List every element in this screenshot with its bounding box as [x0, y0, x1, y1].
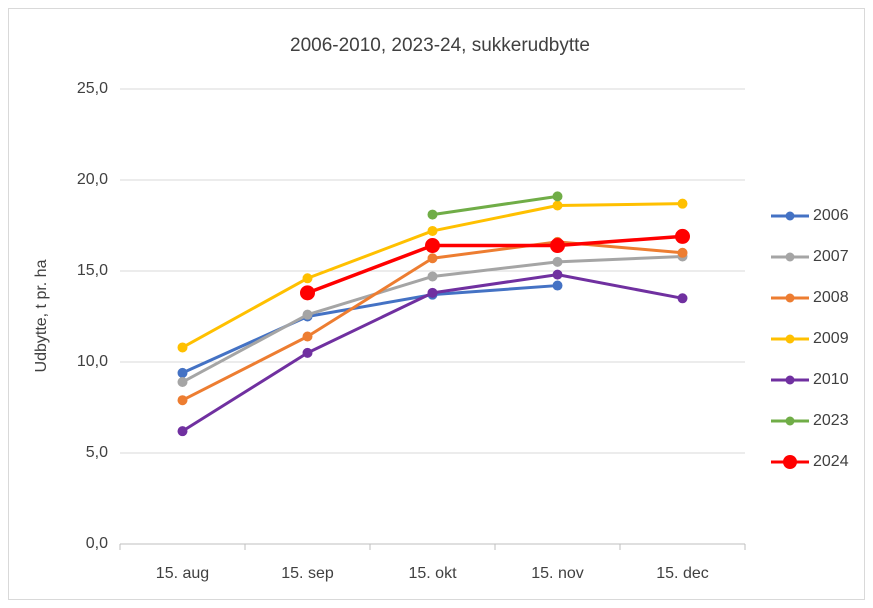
legend-label: 2009	[813, 330, 849, 347]
x-tick-label: 15. dec	[656, 565, 708, 582]
legend-label: 2008	[813, 289, 849, 306]
data-point	[177, 426, 188, 437]
x-tick-label: 15. sep	[281, 565, 334, 582]
legend-label: 2007	[813, 248, 849, 265]
data-point	[677, 198, 688, 209]
legend-marker	[785, 416, 795, 426]
data-point	[427, 287, 438, 298]
y-tick-label: 15,0	[77, 262, 108, 279]
data-point	[552, 200, 563, 211]
chart-title: 2006-2010, 2023-24, sukkerudbytte	[290, 35, 590, 56]
data-point	[177, 367, 188, 378]
data-point	[427, 225, 438, 236]
data-point	[427, 271, 438, 282]
legend-label: 2023	[813, 412, 849, 429]
y-tick-label: 25,0	[77, 80, 108, 97]
y-axis-label: Udbytte, t pr. ha	[33, 259, 50, 372]
y-tick-label: 10,0	[77, 353, 108, 370]
series-line	[181, 284, 558, 375]
data-point	[302, 331, 313, 342]
data-point	[552, 280, 563, 291]
series-line	[432, 194, 558, 217]
data-point	[302, 347, 313, 358]
x-tick-label: 15. okt	[408, 565, 457, 582]
legend-marker	[785, 211, 795, 221]
y-tick-label: 5,0	[86, 444, 108, 461]
legend-label: 2010	[813, 371, 849, 388]
legend-marker	[785, 293, 795, 303]
data-point	[427, 253, 438, 264]
x-tick-label: 15. nov	[531, 565, 583, 582]
data-point	[675, 228, 690, 244]
legend-label: 2006	[813, 207, 849, 224]
data-point	[552, 191, 563, 202]
legend-marker	[783, 455, 797, 469]
legend-marker	[785, 252, 795, 262]
data-point	[550, 238, 565, 254]
data-point	[552, 256, 563, 267]
data-point	[427, 209, 438, 220]
data-point	[302, 309, 313, 320]
data-point	[302, 273, 313, 284]
data-point	[425, 238, 440, 254]
legend-label: 2024	[813, 453, 849, 470]
legend-marker	[785, 334, 795, 344]
data-point	[177, 377, 188, 388]
data-point	[677, 247, 688, 258]
legend-marker	[785, 375, 795, 385]
data-point	[177, 395, 188, 406]
series-line	[306, 234, 683, 295]
data-point	[300, 285, 315, 301]
chart-border	[8, 8, 865, 600]
x-tick-label: 15. aug	[156, 565, 209, 582]
y-tick-label: 20,0	[77, 171, 108, 188]
data-point	[177, 342, 188, 353]
y-tick-label: 0,0	[86, 535, 108, 552]
data-point	[677, 293, 688, 304]
data-point	[552, 269, 563, 280]
